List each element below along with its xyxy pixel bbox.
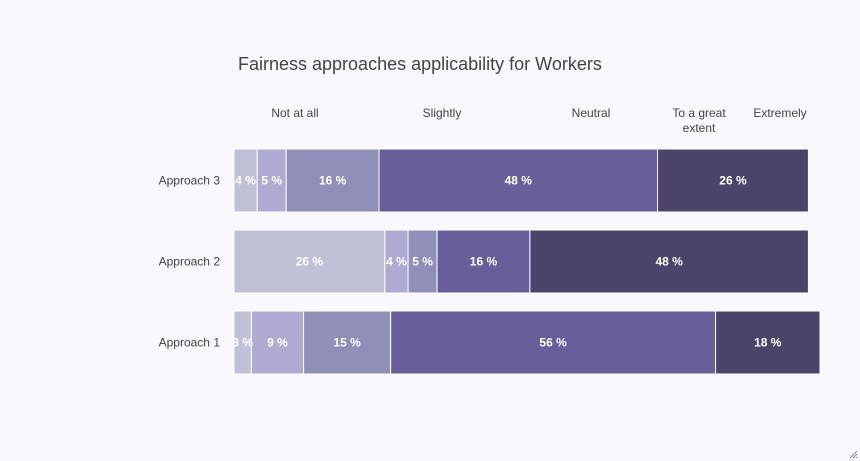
chart-title: Fairness approaches applicability for Wo… [238, 54, 602, 74]
data-label: 18 % [754, 336, 782, 350]
data-labels: 4 % 5 % 16 % 48 % 26 % 26 % 4 % 5 % 16 % 48 % 3 % 9… [232, 174, 781, 350]
data-label: 9 % [267, 336, 288, 350]
y-tick-label: Approach 3 [159, 174, 221, 188]
bar-segment[interactable] [285, 148, 380, 213]
data-label: 4 % [386, 255, 407, 269]
bar-segment[interactable] [378, 148, 659, 213]
data-label: 48 % [505, 174, 533, 188]
data-label: 16 % [319, 174, 347, 188]
legend-item-5: Extremely [753, 106, 806, 120]
legend-item-4: To a great extent [672, 106, 726, 135]
bar-segment[interactable] [715, 310, 821, 375]
bar-segment[interactable] [233, 229, 386, 294]
data-label: 16 % [470, 255, 498, 269]
data-label: 5 % [412, 255, 433, 269]
bar-segment[interactable] [529, 229, 809, 294]
data-label: 26 % [719, 174, 747, 188]
legend: Not at all Slightly Neutral To a great exten… [271, 106, 806, 135]
bar-segment[interactable] [657, 148, 809, 213]
bar-segment[interactable] [436, 229, 531, 294]
bar-segment[interactable] [390, 310, 717, 375]
y-tick-label: Approach 2 [159, 255, 221, 269]
resize-grip-icon[interactable] [848, 449, 858, 459]
data-label: 4 % [235, 174, 256, 188]
bar-segment[interactable] [303, 310, 392, 375]
y-axis-labels: Approach 3 Approach 2 Approach 1 [159, 174, 221, 350]
data-label: 5 % [261, 174, 282, 188]
data-label: 3 % [232, 336, 253, 350]
legend-item-3: Neutral [572, 106, 611, 120]
data-label: 48 % [655, 255, 683, 269]
data-label: 56 % [539, 336, 567, 350]
data-label: 26 % [296, 255, 324, 269]
bar-segment[interactable] [256, 148, 287, 213]
y-tick-label: Approach 1 [159, 336, 221, 350]
bars [233, 148, 821, 375]
bar-segment[interactable] [407, 229, 438, 294]
bar-segment[interactable] [250, 310, 305, 375]
data-label: 15 % [333, 336, 361, 350]
legend-item-1: Not at all [271, 106, 318, 120]
legend-item-2: Slightly [423, 106, 462, 120]
